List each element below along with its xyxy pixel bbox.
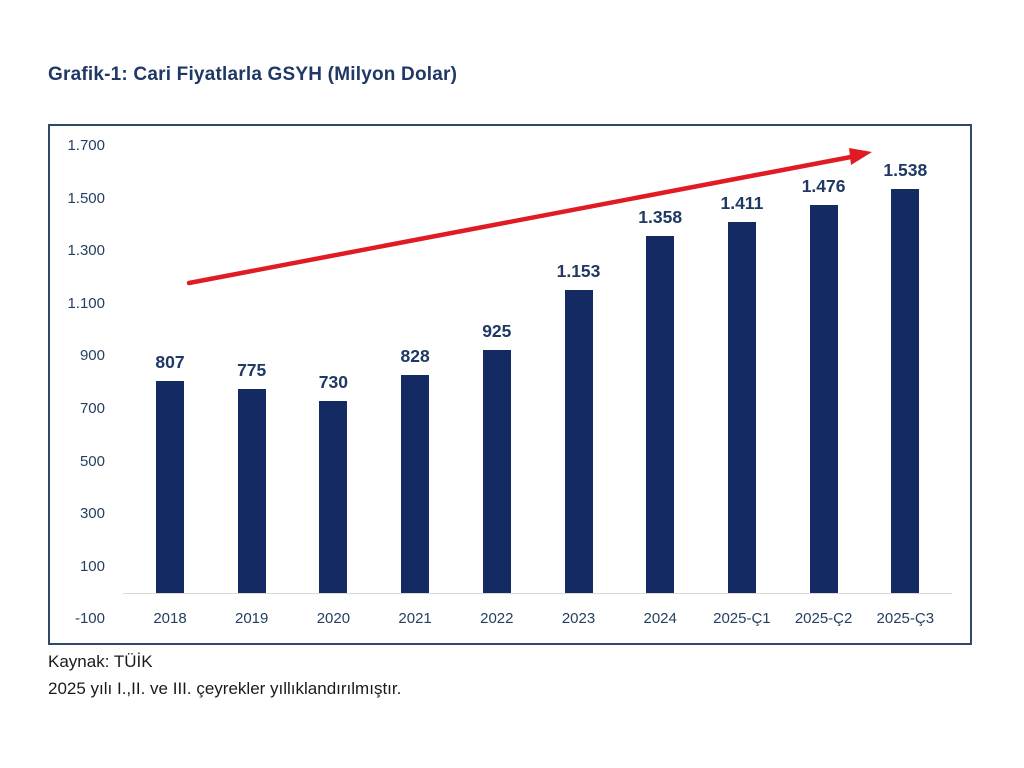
x-axis-tick-label: 2020	[316, 610, 351, 627]
y-axis-tick-label: 1.100	[67, 294, 105, 312]
x-axis-tick-label: 2025-Ç3	[876, 610, 935, 627]
y-axis-tick-label: 300	[79, 505, 105, 523]
x-axis-tick-label: 2023	[561, 610, 596, 627]
y-axis-tick-label: 700	[79, 399, 105, 417]
bar-2019	[237, 389, 266, 593]
y-axis-tick-label: 1.300	[67, 242, 105, 260]
bar-2021	[401, 375, 430, 593]
y-axis-tick-label: 500	[79, 452, 105, 470]
bar-value-label: 1.153	[556, 260, 601, 281]
x-axis-tick-label: 2025-Ç1	[713, 610, 771, 627]
zero-baseline	[123, 593, 952, 594]
bar-value-label: 1.358	[638, 206, 683, 227]
bar-value-label: 775	[237, 360, 267, 381]
footer-source: Kaynak: TÜİK	[48, 652, 153, 671]
x-axis-tick-label: 2019	[235, 610, 269, 627]
bar-2024	[646, 235, 675, 593]
x-axis-tick-label: 2021	[398, 610, 432, 627]
bar-value-label: 807	[155, 351, 185, 372]
bar-value-label: 1.411	[720, 192, 764, 213]
y-axis-tick-label: 1.700	[67, 137, 105, 154]
bar-2025-Ç1	[727, 221, 756, 593]
y-axis-tick-label: 1.500	[67, 189, 105, 207]
bar-value-label: 828	[400, 346, 430, 367]
x-axis-tick-label: 2018	[153, 610, 187, 627]
bar-2023	[564, 289, 593, 593]
bar-2022	[482, 349, 511, 593]
x-axis-tick-label: 2025-Ç2	[794, 610, 853, 627]
footer-note: 2025 yılı I.,II. ve III. çeyrekler yıllı…	[48, 679, 402, 698]
bar-value-label: 1.476	[801, 175, 846, 196]
chart-title: Grafik-1: Cari Fiyatlarla GSYH (Milyon D…	[48, 64, 458, 85]
bar-2020	[319, 401, 348, 593]
bar-value-label: 925	[482, 320, 512, 341]
y-axis-tick-label: -100	[74, 610, 105, 628]
plot-area: 1.700 1.500 1.300 1.100 900 700 500 300 100 -100 8…	[50, 126, 970, 643]
chart-box: 1.700 1.500 1.300 1.100 900 700 500 300 100 -100 8…	[48, 124, 972, 645]
bar-2025-Ç3	[891, 188, 920, 593]
bar-2025-Ç2	[809, 204, 838, 593]
bar-value-label: 730	[318, 372, 348, 393]
y-axis-tick-label: 100	[79, 557, 105, 575]
bar-2018	[156, 380, 184, 593]
y-axis-tick-label: 900	[79, 347, 105, 365]
x-axis-tick-label: 2024	[643, 610, 677, 627]
bar-value-label: 1.538	[883, 159, 928, 180]
x-axis-tick-label: 2022	[480, 610, 514, 627]
